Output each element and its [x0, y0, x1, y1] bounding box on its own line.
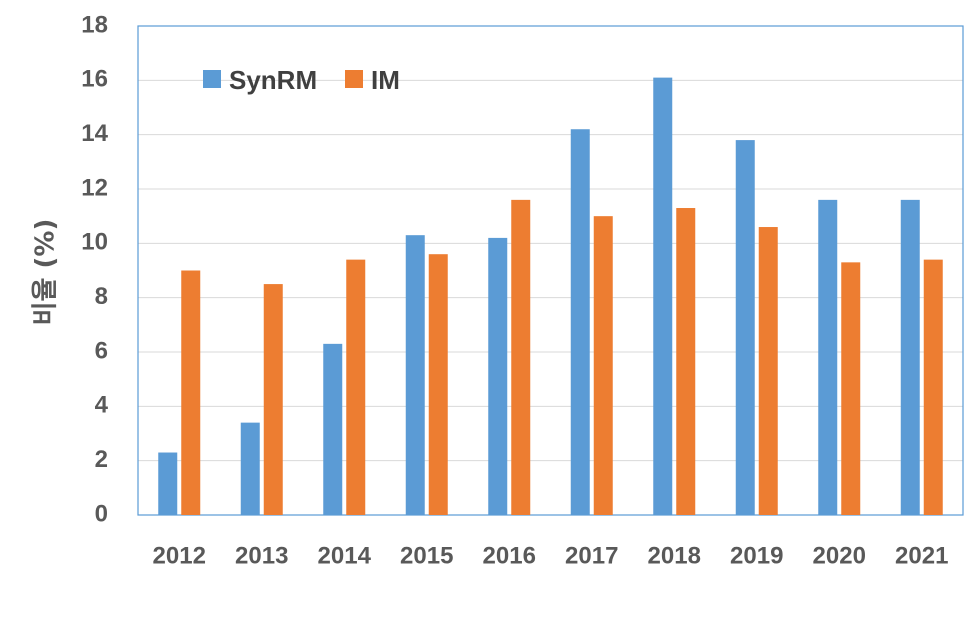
plot-area-border — [137, 25, 964, 516]
bars — [158, 77, 943, 516]
x-tick-label: 2014 — [318, 542, 372, 569]
legend-swatch-im — [345, 70, 363, 88]
bar-im-2013 — [263, 284, 283, 515]
x-tick-label: 2019 — [730, 542, 783, 569]
legend-label-synrm: SynRM — [229, 65, 317, 95]
bar-synrm-2013 — [240, 422, 260, 515]
x-tick-labels: 2012 2013 2014 2015 2016 2017 2018 2019 2020 2021 — [153, 542, 949, 569]
x-tick-label: 2020 — [813, 542, 866, 569]
y-axis-label: 비율 (%) — [31, 219, 61, 326]
bar-synrm-2020 — [818, 199, 838, 515]
y-tick-label: 14 — [81, 120, 108, 147]
y-tick-label: 10 — [81, 229, 108, 256]
y-tick-label: 8 — [95, 283, 108, 310]
bar-im-2017 — [593, 216, 613, 515]
y-tick-labels: 0 2 4 6 8 10 12 14 16 18 — [81, 11, 108, 527]
legend: SynRM IM — [203, 65, 400, 95]
bar-im-2015 — [428, 254, 448, 515]
bar-synrm-2015 — [405, 235, 425, 515]
x-tick-label: 2016 — [483, 542, 536, 569]
x-tick-label: 2015 — [400, 542, 453, 569]
x-tick-label: 2017 — [565, 542, 618, 569]
bar-im-2019 — [758, 227, 778, 516]
bar-im-2012 — [181, 270, 201, 515]
bar-im-2021 — [923, 259, 943, 515]
x-tick-label: 2021 — [895, 542, 948, 569]
gridlines — [137, 25, 964, 516]
legend-swatch-synrm — [203, 70, 221, 88]
bar-synrm-2012 — [158, 452, 178, 515]
y-tick-label: 2 — [95, 446, 108, 473]
bar-synrm-2017 — [570, 129, 590, 515]
x-tick-label: 2018 — [648, 542, 701, 569]
legend-label-im: IM — [371, 65, 400, 95]
bar-synrm-2016 — [488, 237, 508, 515]
bar-synrm-2021 — [900, 199, 920, 515]
bar-synrm-2018 — [653, 77, 673, 515]
y-tick-label: 0 — [95, 500, 108, 527]
y-tick-label: 4 — [95, 392, 109, 419]
bar-im-2018 — [676, 208, 696, 515]
bar-synrm-2019 — [735, 140, 755, 515]
bar-im-2014 — [346, 259, 366, 515]
x-tick-label: 2012 — [153, 542, 206, 569]
y-tick-label: 12 — [81, 174, 108, 201]
bar-im-2020 — [841, 262, 861, 515]
y-tick-label: 16 — [81, 66, 108, 93]
bar-synrm-2014 — [323, 343, 343, 515]
y-tick-label: 6 — [95, 337, 108, 364]
bar-im-2016 — [511, 199, 531, 515]
x-tick-label: 2013 — [235, 542, 288, 569]
y-tick-label: 18 — [81, 11, 108, 38]
